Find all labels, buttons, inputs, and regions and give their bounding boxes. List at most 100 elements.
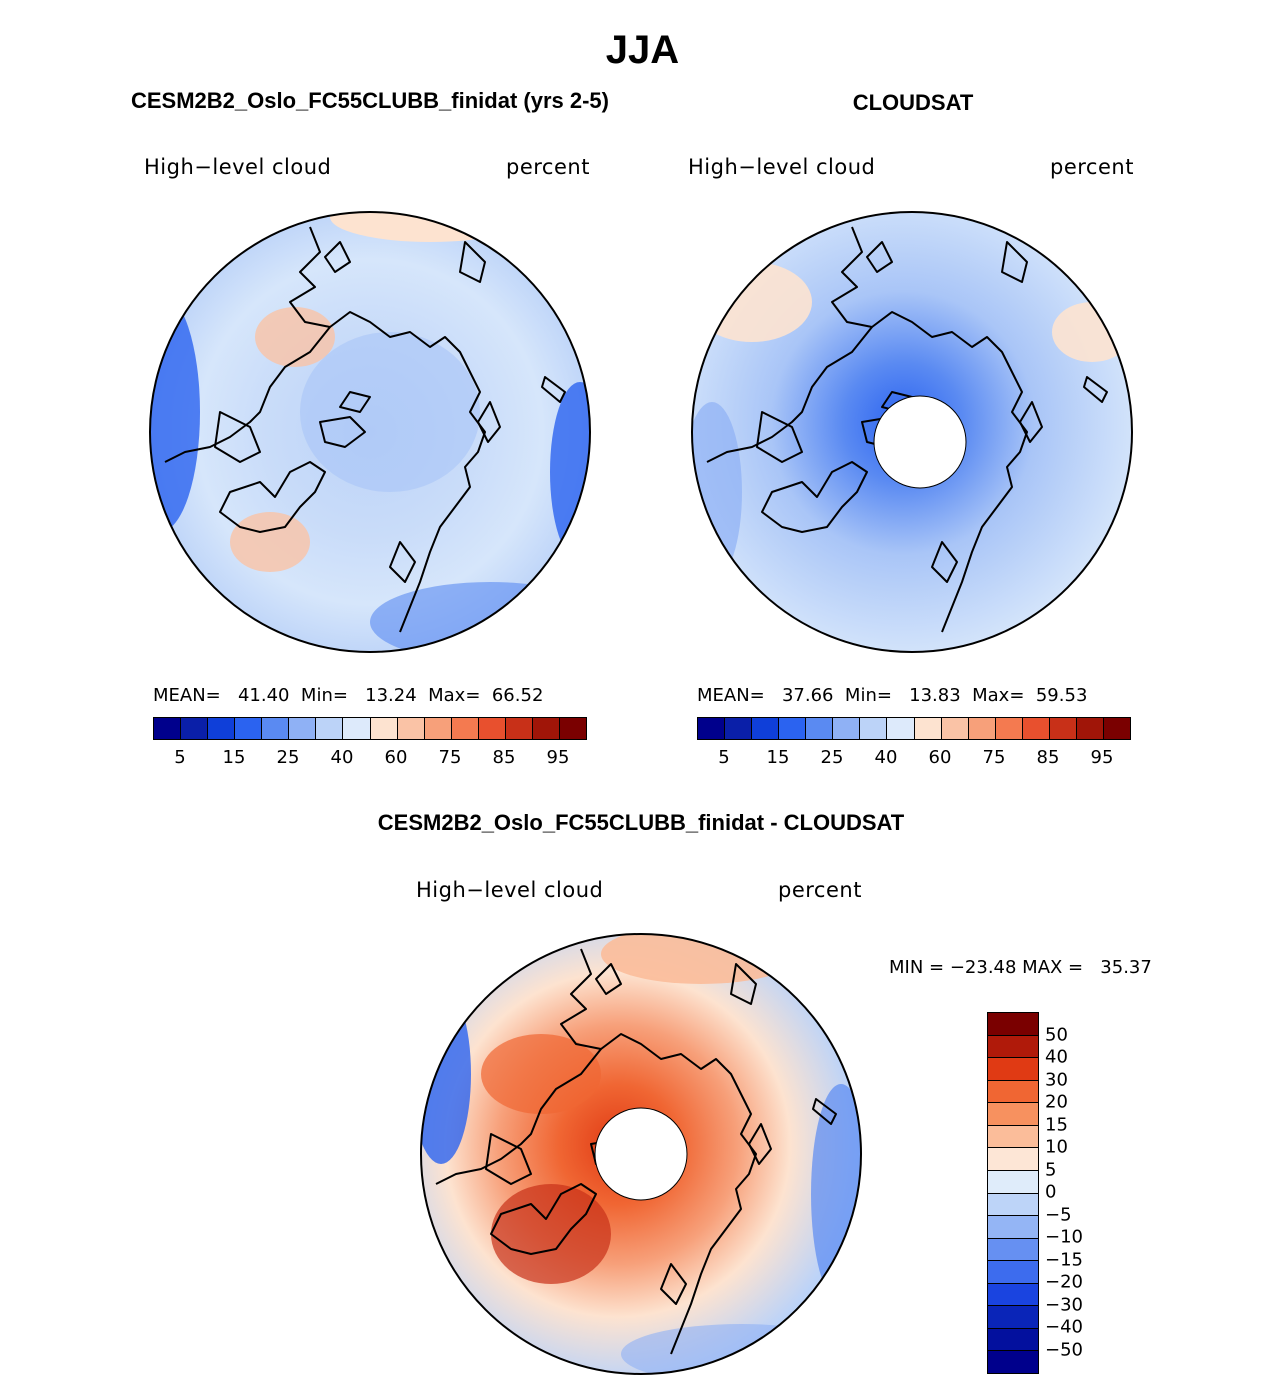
colorbar-swatch: [988, 1035, 1038, 1059]
colorbar-tick-label: −5: [1045, 1204, 1072, 1225]
panel1-title: CESM2B2_Oslo_FC55CLUBB_finidat (yrs 2-5): [130, 88, 609, 113]
colorbar-tick-label: 10: [1045, 1136, 1068, 1158]
colorbar-tick-label: 25: [276, 747, 300, 768]
colorbar-swatch: [1103, 718, 1130, 739]
diff-colorbar-labels: 50 40 30 20 15 10 5 0 −5 −10 −15 −20 −30 −40 −50: [1045, 1012, 1105, 1372]
colorbar-tick-label: 5: [1045, 1159, 1057, 1180]
colorbar-swatch: [208, 718, 236, 739]
colorbar-swatch: [505, 718, 533, 739]
colorbar-tick-label: 0: [1045, 1181, 1057, 1203]
panel1-colorbar-labels: 5 15 25 40 60 75 85 95: [153, 747, 585, 769]
diff-colorbar: [987, 1012, 1039, 1374]
colorbar-swatch: [289, 718, 317, 739]
colorbar-tick-label: 30: [1045, 1069, 1068, 1090]
colorbar-swatch: [316, 718, 344, 739]
panel1-stats: MEAN= 41.40 Min= 13.24 Max= 66.52: [153, 685, 543, 706]
colorbar-swatch: [343, 718, 371, 739]
panel1-colorbar: [153, 717, 587, 740]
colorbar-swatch: [752, 718, 780, 739]
panel2-min-value: 13.83: [909, 685, 961, 706]
colorbar-tick-label: 15: [222, 747, 246, 768]
colorbar-swatch: [988, 1080, 1038, 1104]
colorbar-tick-label: 75: [982, 747, 1006, 768]
panel2-title: CLOUDSAT: [852, 90, 974, 115]
colorbar-swatch: [235, 718, 263, 739]
colorbar-tick-label: 40: [330, 747, 354, 768]
colorbar-tick-label: 85: [1036, 747, 1060, 768]
colorbar-tick-label: 5: [718, 747, 730, 768]
colorbar-tick-label: −20: [1045, 1271, 1083, 1293]
colorbar-swatch: [451, 718, 479, 739]
colorbar-swatch: [988, 1148, 1038, 1171]
colorbar-swatch: [698, 718, 726, 739]
colorbar-tick-label: 15: [1045, 1114, 1068, 1135]
colorbar-swatch: [478, 718, 506, 739]
colorbar-tick-label: 50: [1045, 1024, 1068, 1045]
colorbar-swatch: [370, 718, 398, 739]
colorbar-swatch: [397, 718, 425, 739]
panel1-polar-map: [149, 211, 591, 653]
panel1-min-value: 13.24: [365, 685, 417, 706]
diff-units: percent: [778, 878, 862, 902]
panel1-units: percent: [506, 155, 590, 179]
colorbar-swatch: [968, 718, 996, 739]
colorbar-tick-label: −10: [1045, 1226, 1083, 1248]
colorbar-swatch: [988, 1058, 1038, 1081]
colorbar-tick-label: 5: [174, 747, 186, 768]
colorbar-swatch: [779, 718, 807, 739]
colorbar-swatch: [988, 1216, 1038, 1239]
colorbar-tick-label: 95: [1090, 747, 1114, 768]
colorbar-tick-label: 15: [766, 747, 790, 768]
colorbar-swatch: [988, 1103, 1038, 1126]
colorbar-swatch: [806, 718, 834, 739]
colorbar-swatch: [988, 1328, 1038, 1352]
colorbar-tick-label: 60: [384, 747, 408, 768]
colorbar-swatch: [262, 718, 290, 739]
colorbar-swatch: [914, 718, 942, 739]
panel2-min-label: Min=: [844, 685, 892, 706]
panel2-max-label: Max=: [972, 685, 1025, 706]
colorbar-swatch: [887, 718, 915, 739]
colorbar-swatch: [941, 718, 969, 739]
colorbar-swatch: [1076, 718, 1104, 739]
colorbar-swatch: [725, 718, 753, 739]
colorbar-swatch: [532, 718, 560, 739]
colorbar-tick-label: −50: [1045, 1339, 1083, 1360]
panel2-mean-value: 37.66: [781, 685, 834, 706]
colorbar-tick-label: 25: [820, 747, 844, 768]
figure-title: JJA: [605, 28, 680, 72]
panel2-units: percent: [1050, 155, 1134, 179]
panel2-variable: High−level cloud: [688, 155, 876, 179]
diff-variable: High−level cloud: [416, 878, 604, 902]
colorbar-tick-label: 60: [928, 747, 952, 768]
colorbar-swatch: [424, 718, 452, 739]
colorbar-tick-label: 20: [1045, 1091, 1068, 1113]
panel1-variable: High−level cloud: [144, 155, 332, 179]
panel1-min-label: Min=: [300, 685, 348, 706]
colorbar-swatch: [860, 718, 888, 739]
colorbar-swatch: [1022, 718, 1050, 739]
colorbar-swatch: [988, 1261, 1038, 1284]
colorbar-swatch: [988, 1351, 1038, 1373]
colorbar-swatch: [988, 1238, 1038, 1262]
colorbar-swatch: [181, 718, 209, 739]
colorbar-tick-label: 40: [1045, 1046, 1068, 1068]
colorbar-swatch: [154, 718, 182, 739]
colorbar-tick-label: 85: [492, 747, 516, 768]
panel1-mean-value: 41.40: [237, 685, 290, 706]
colorbar-tick-label: −40: [1045, 1316, 1083, 1338]
colorbar-swatch: [988, 1125, 1038, 1149]
diff-title: CESM2B2_Oslo_FC55CLUBB_finidat - CLOUDSA…: [377, 810, 905, 835]
colorbar-tick-label: −15: [1045, 1249, 1083, 1270]
diff-polar-map: [420, 933, 862, 1375]
panel2-max-value: 59.53: [1035, 685, 1088, 706]
diff-minmax: MIN = −23.48 MAX = 35.37: [889, 957, 1152, 978]
colorbar-swatch: [1049, 718, 1077, 739]
colorbar-tick-label: 95: [546, 747, 570, 768]
colorbar-swatch: [559, 718, 586, 739]
colorbar-swatch: [995, 718, 1023, 739]
colorbar-tick-label: 75: [438, 747, 462, 768]
panel2-stats: MEAN= 37.66 Min= 13.83 Max= 59.53: [697, 685, 1087, 706]
panel2-colorbar-labels: 5 15 25 40 60 75 85 95: [697, 747, 1129, 769]
panel2-polar-map: [691, 211, 1133, 653]
